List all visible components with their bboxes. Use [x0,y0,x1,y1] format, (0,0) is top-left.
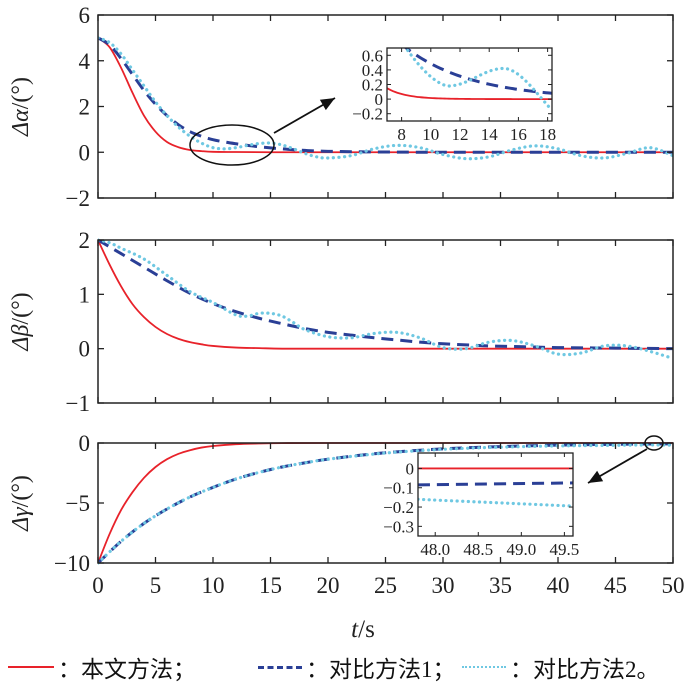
y-tick-label: 0 [79,337,91,362]
y-tick-label: −5 [66,491,90,516]
y-tick-label: 6 [79,3,91,28]
x-tick-label: 40 [547,573,570,598]
series-line-proposed [98,37,673,154]
inset-x-tick-label: 48.5 [463,540,493,559]
x-axis-label-unit: /s [358,616,375,643]
legend-item-compare-1: ：对比方法1； [258,650,456,684]
axes-box [97,239,674,404]
series-group [98,36,673,161]
series-line-compare-2 [98,238,673,361]
inset-series-group [387,48,552,112]
x-tick-label: 20 [317,573,340,598]
inset-background [418,453,573,536]
y-tick-label: 2 [79,95,91,120]
x-tick-label: 15 [259,573,282,598]
y-axis-label-var: Δγ [8,507,34,532]
y-axis-label-var: Δβ [8,325,34,352]
inset-background [387,48,552,121]
zoom-region-ellipse [644,435,664,451]
inset-x-tick-label: 10 [422,125,439,144]
y-tick-label: 1 [79,282,91,307]
inset-y-tick-label: −0.2 [352,105,383,124]
y-tick-label: 2 [79,228,91,253]
inset-y-tick-label: −0.2 [383,498,414,517]
y-axis-label-var: Δα [8,109,34,137]
inset-x-tick-label: 49.5 [550,540,580,559]
inset-y-tick-label: −0.1 [383,479,414,498]
inset-series-line-compare-2 [404,48,552,112]
panel-2: 2 1 0 −1 Δβ/(°) [8,228,674,416]
legend-swatch-solid [8,666,54,668]
x-axis-label: t/s [351,616,375,643]
x-tick-label: 45 [604,573,627,598]
inset-axes-box [417,452,574,537]
zoom-arrow-head [319,98,335,111]
y-axis-label-unit: /(°) [8,77,34,109]
inset-x-tick-label: 49.0 [506,540,536,559]
inset-x-tick-label: 18 [539,125,556,144]
series-line-proposed [98,239,673,350]
legend-item-compare-2: ：对比方法2。 [462,650,660,684]
x-axis-label-var: t [351,616,359,643]
axes-box [97,14,674,199]
legend-punct: ； [173,657,196,682]
legend-label: 对比方法1 [329,657,433,682]
x-tick-label: 10 [202,573,225,598]
inset-y-tick-label: 0 [375,90,384,109]
inset-series-line-compare-2 [418,497,573,508]
x-tick-label: 0 [92,573,104,598]
inset-x-tick-label: 16 [510,125,527,144]
y-tick-label: 0 [79,140,91,165]
legend-label: 对比方法2 [533,657,637,682]
y-axis-label: Δβ/(°) [8,292,34,351]
inset-series-line-proposed [387,87,552,100]
y-tick-label: −1 [66,391,90,416]
y-tick-label: 0 [79,431,91,456]
inset-x-tick-label: 14 [481,125,499,144]
inset-3: 48.0 48.5 49.0 49.5 0−0.1−0.2−0.3 [383,452,580,559]
zoom-arrow-head [588,470,604,483]
y-axis-label: Δγ/(°) [8,475,34,532]
x-tick-label: 35 [489,573,512,598]
legend: ：本文方法； ：对比方法1； ：对比方法2。 [0,650,700,688]
y-tick-label: −2 [66,186,90,211]
inset-y-tick-label: 0 [406,459,415,478]
y-tick-label: −10 [54,551,90,576]
legend-sep: ： [58,657,81,682]
x-tick-label: 50 [662,573,685,598]
inset-series-group [418,467,573,508]
series-line-compare-1 [98,238,673,351]
inset-y-tick-label: −0.3 [383,517,414,536]
x-tick-label: 30 [432,573,455,598]
inset-x-tick-label: 12 [452,125,469,144]
x-tick-label: 5 [150,573,162,598]
legend-sep: ： [306,657,329,682]
inset-x-tick-label: 48.0 [420,540,450,559]
series-group [98,238,673,361]
inset-1: 8 10 12 14 16 18 0.60.40.20−0.2 [352,46,556,144]
inset-x-tick-label: 8 [397,125,406,144]
zoom-region-ellipse [189,124,275,166]
y-axis-label: Δα/(°) [8,77,34,137]
legend-punct: 。 [636,657,660,682]
y-tick-label: 4 [79,49,91,74]
legend-item-proposed: ：本文方法； [8,650,196,684]
legend-swatch-dotted [462,666,506,668]
y-axis-label-unit: /(°) [8,475,34,507]
series-line-compare-2 [98,36,673,161]
legend-label: 本文方法 [81,657,173,682]
y-axis-label-unit: /(°) [8,292,34,324]
legend-punct: ； [432,657,456,682]
inset-series-line-compare-1 [418,481,573,487]
panel-3: 0 5 10 15 20 25 30 35 40 45 50 0 −5 −10 Δγ/(°) 48.0 48.5… [8,431,685,598]
series-line-compare-1 [98,36,673,154]
legend-sep: ： [510,657,533,682]
inset-y-tick-label: 0.4 [362,61,384,80]
inset-y-tick-label: 0.2 [362,76,383,95]
legend-swatch-dashed [258,665,302,669]
inset-y-tick-label: 0.6 [362,46,383,65]
x-tick-label: 25 [374,573,397,598]
